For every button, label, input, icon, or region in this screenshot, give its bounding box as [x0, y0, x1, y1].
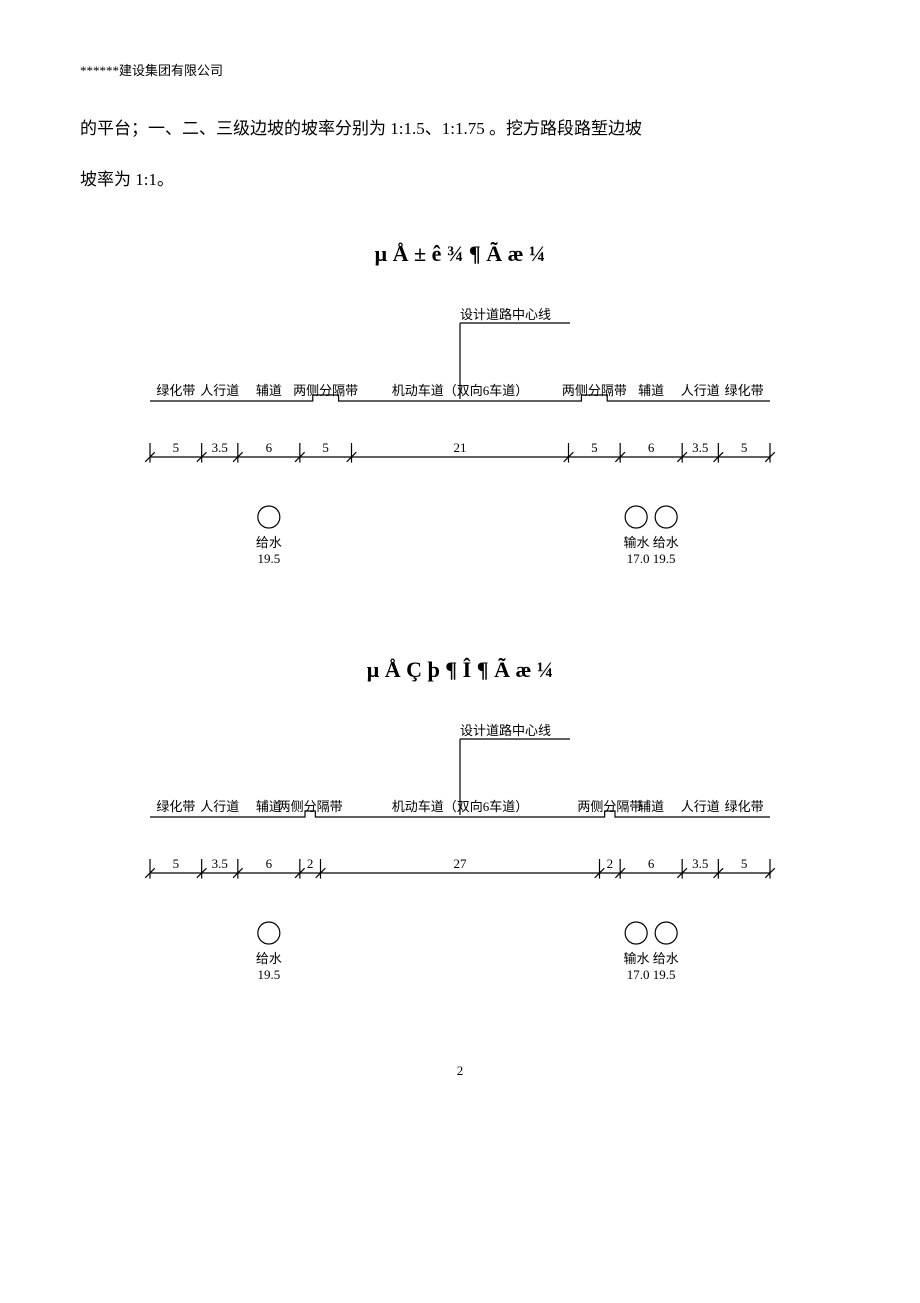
segment-label: 绿化带	[156, 799, 195, 814]
segment-label: 机动车道（双向6车道）	[392, 799, 529, 814]
pipe-name: 给水	[256, 535, 282, 550]
diagram2-svg: 设计道路中心线绿化带人行道辅道两侧分隔带机动车道（双向6车道）两侧分隔带辅道人行…	[110, 703, 810, 1033]
segment-label: 辅道	[638, 799, 664, 814]
centerline-label: 设计道路中心线	[460, 723, 551, 738]
pipe-icon	[625, 506, 647, 528]
segment-label: 人行道	[200, 799, 239, 814]
segment-width: 5	[741, 856, 748, 871]
pipe-value: 17.0 19.5	[627, 967, 676, 982]
segment-label: 绿化带	[725, 383, 764, 398]
pipe-value: 17.0 19.5	[627, 551, 676, 566]
diagram1-title: µ Å ± ê ¾ ¶ Ã æ ¼	[80, 241, 840, 267]
pipe-icon	[258, 922, 280, 944]
segment-label: 辅道	[638, 383, 664, 398]
diagram1-container: 设计道路中心线绿化带人行道辅道两侧分隔带机动车道（双向6车道）两侧分隔带辅道人行…	[110, 287, 810, 617]
page-header: ******建设集团有限公司	[80, 60, 840, 79]
segment-label: 人行道	[200, 383, 239, 398]
segment-width: 6	[648, 440, 655, 455]
diagram2-container: 设计道路中心线绿化带人行道辅道两侧分隔带机动车道（双向6车道）两侧分隔带辅道人行…	[110, 703, 810, 1033]
pipe-value: 19.5	[257, 967, 280, 982]
segment-label: 辅道	[256, 383, 282, 398]
segment-label: 人行道	[681, 799, 720, 814]
segment-label: 两侧分隔带	[562, 383, 627, 398]
pipe-icon	[655, 922, 677, 944]
segment-label: 两侧分隔带	[293, 383, 358, 398]
segment-width: 2	[307, 856, 314, 871]
segment-width: 3.5	[212, 856, 228, 871]
segment-width: 6	[266, 856, 273, 871]
pipe-icon	[258, 506, 280, 528]
segment-width: 2	[607, 856, 614, 871]
segment-label: 机动车道（双向6车道）	[392, 383, 529, 398]
body-text-1: 的平台；一、二、三级边坡的坡率分别为 1:1.5、1:1.75 。挖方路段路堑边…	[80, 109, 840, 150]
centerline-label: 设计道路中心线	[460, 307, 551, 322]
pipe-name: 给水	[256, 951, 282, 966]
segment-width: 3.5	[212, 440, 228, 455]
segment-width: 5	[591, 440, 598, 455]
diagram1-svg: 设计道路中心线绿化带人行道辅道两侧分隔带机动车道（双向6车道）两侧分隔带辅道人行…	[110, 287, 810, 617]
segment-label: 两侧分隔带	[278, 799, 343, 814]
segment-width: 5	[741, 440, 748, 455]
segment-label: 人行道	[681, 383, 720, 398]
segment-label: 绿化带	[725, 799, 764, 814]
segment-width: 5	[173, 856, 180, 871]
pipe-name: 输水 给水	[624, 951, 679, 966]
segment-width: 6	[266, 440, 273, 455]
body-text-2: 坡率为 1:1。	[80, 160, 840, 201]
segment-width: 21	[454, 440, 467, 455]
segment-width: 3.5	[692, 440, 708, 455]
page-number: 2	[80, 1063, 840, 1079]
pipe-icon	[625, 922, 647, 944]
segment-width: 5	[173, 440, 180, 455]
segment-width: 5	[322, 440, 329, 455]
pipe-value: 19.5	[257, 551, 280, 566]
pipe-name: 输水 给水	[624, 535, 679, 550]
segment-width: 3.5	[692, 856, 708, 871]
company-name: ******建设集团有限公司	[80, 63, 223, 78]
pipe-icon	[655, 506, 677, 528]
segment-width: 6	[648, 856, 655, 871]
diagram2-title: µ Å Ç þ ¶ Î ¶ Ã æ ¼	[80, 657, 840, 683]
segment-label: 两侧分隔带	[577, 799, 642, 814]
segment-width: 27	[454, 856, 468, 871]
segment-label: 绿化带	[156, 383, 195, 398]
